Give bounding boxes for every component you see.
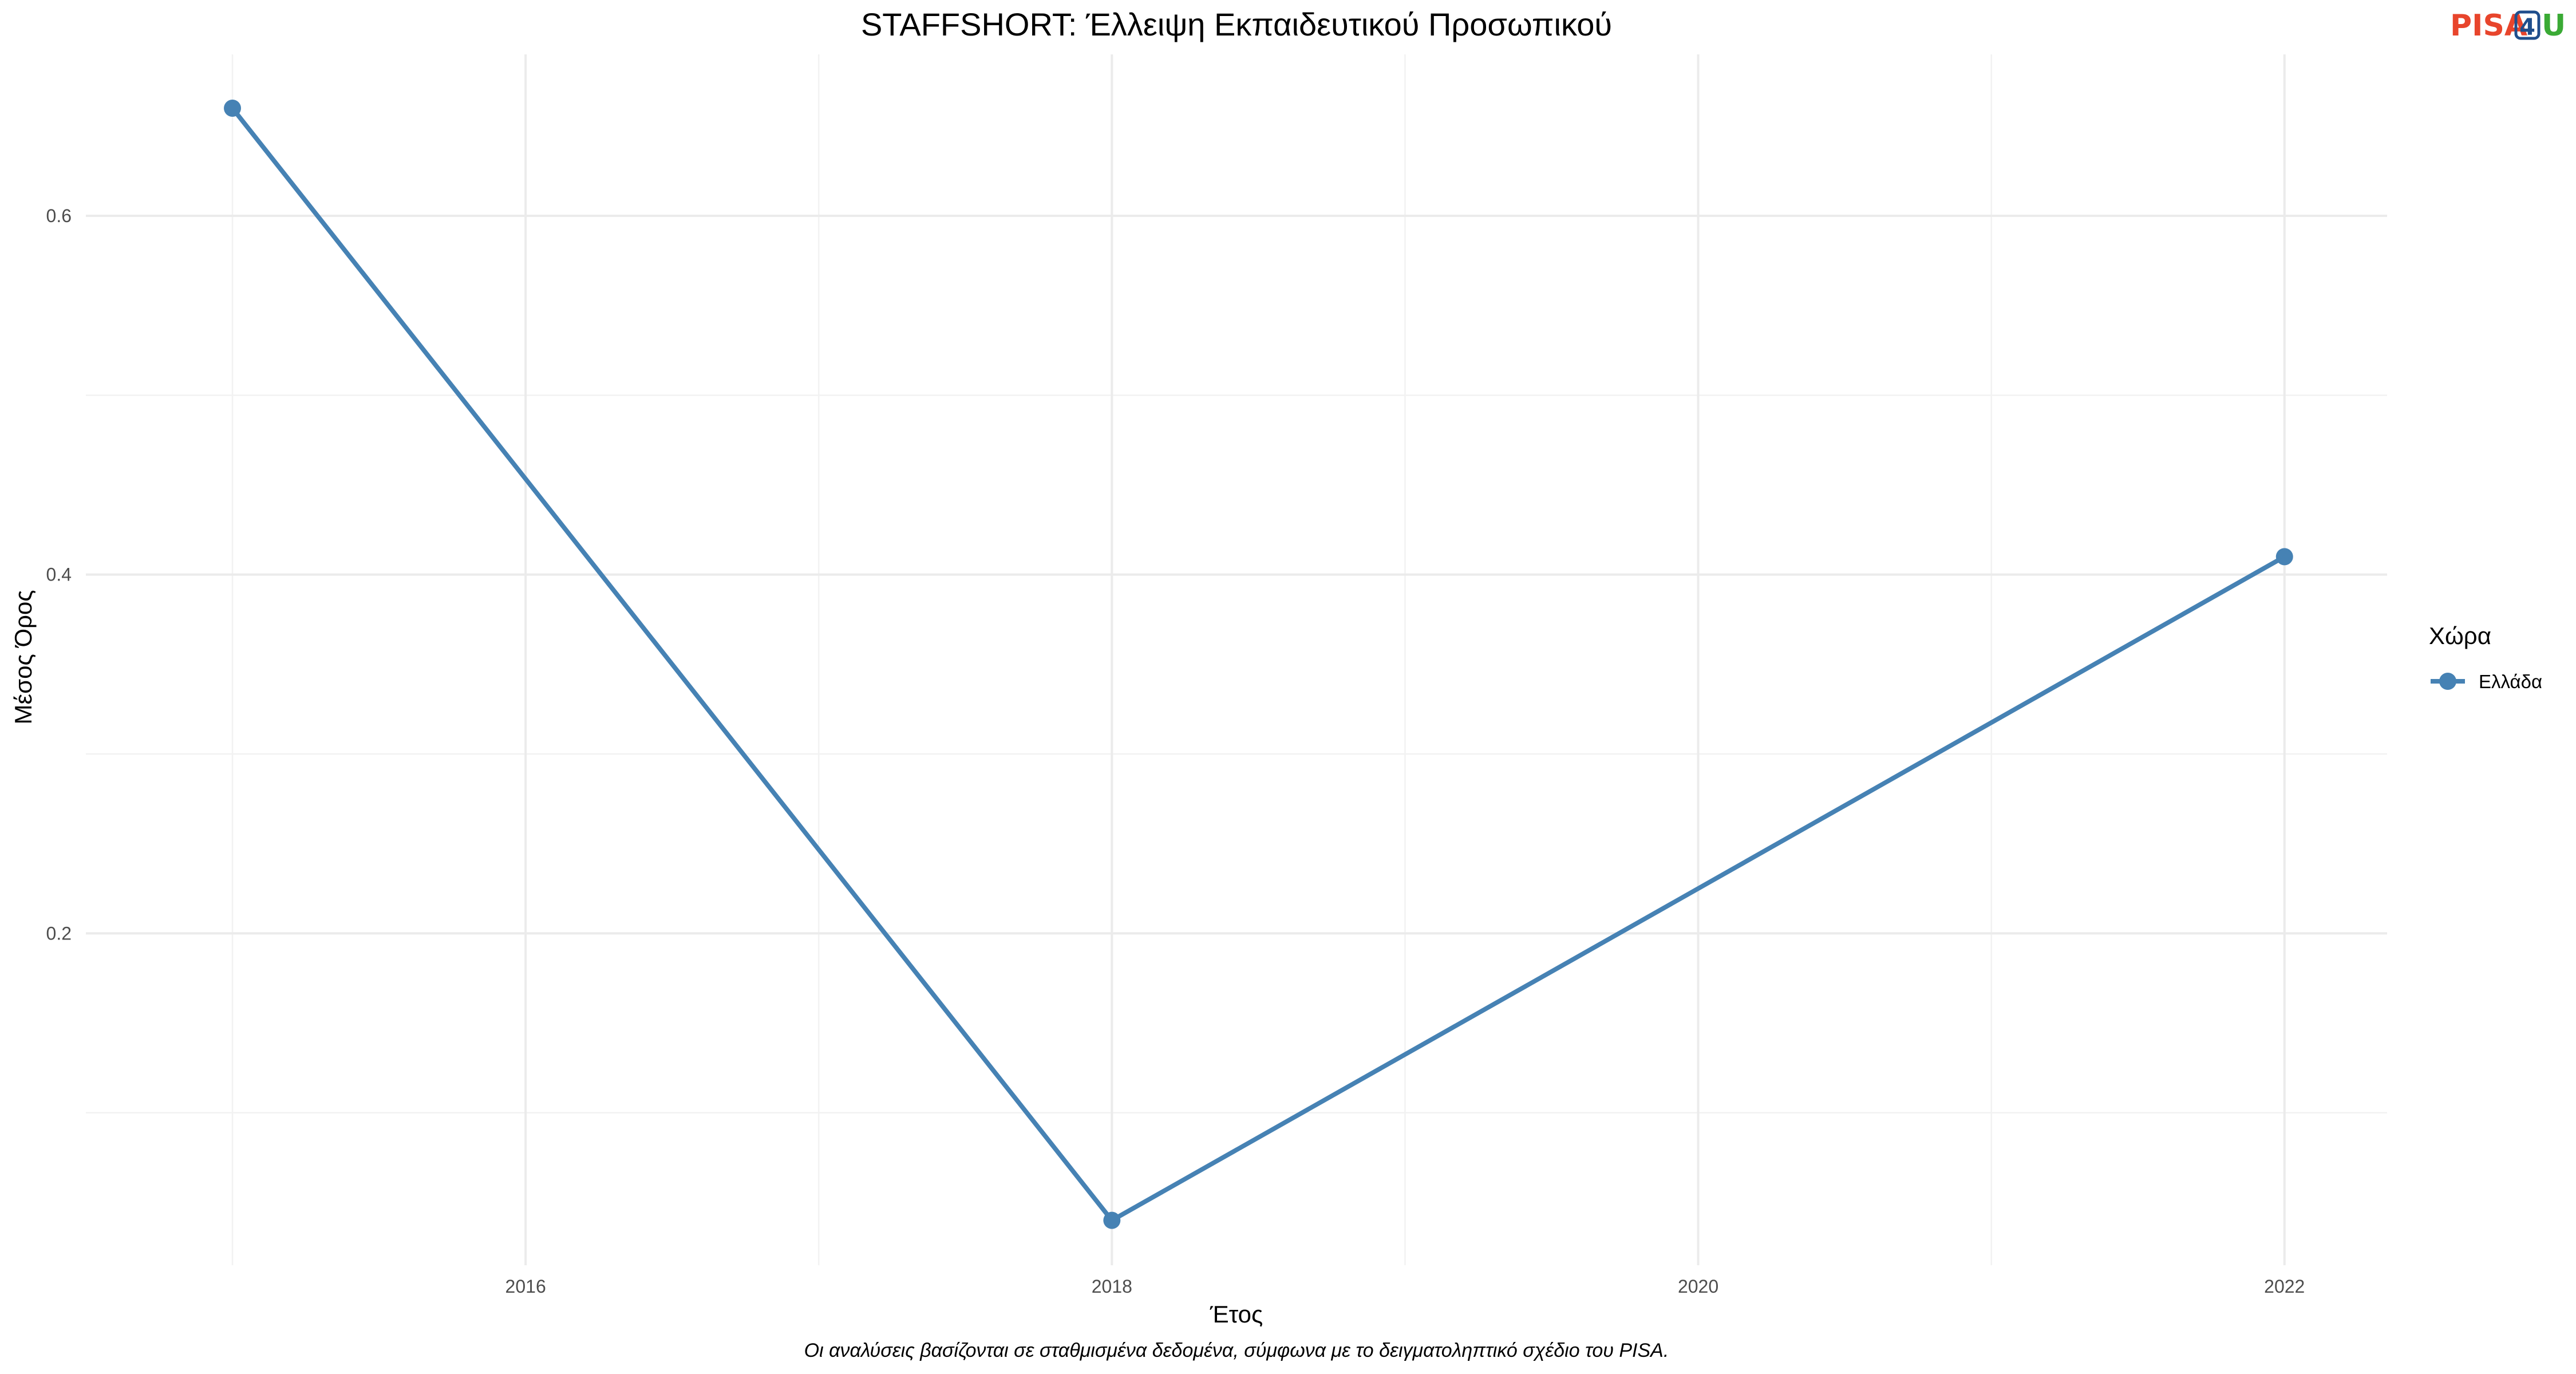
x-axis-title: Έτος	[1210, 1301, 1263, 1328]
grid-major	[86, 54, 2387, 1265]
caption: Οι αναλύσεις βασίζονται σε σταθμισμένα δ…	[804, 1340, 1669, 1361]
logo-box	[2514, 10, 2541, 40]
x-tick-label: 2020	[1678, 1276, 1718, 1297]
legend-label: Ελλάδα	[2479, 671, 2542, 692]
data-point	[224, 100, 242, 117]
y-axis-ticks: 0.2 0.4 0.6	[46, 206, 72, 943]
logo: PISA 4 U	[2450, 9, 2566, 43]
series-layer	[224, 100, 2293, 1229]
y-axis-title: Μέσος Όρος	[10, 590, 37, 725]
series-line	[230, 106, 2287, 1223]
data-point	[2275, 548, 2293, 566]
x-tick-label: 2018	[1092, 1276, 1132, 1297]
y-tick-label: 0.2	[46, 923, 72, 943]
data-point	[1103, 1211, 1121, 1229]
legend-items: Ελλάδα	[2431, 671, 2542, 692]
x-tick-label: 2022	[2264, 1276, 2305, 1297]
y-tick-label: 0.6	[46, 206, 72, 226]
legend: Χώρα Ελλάδα	[2429, 622, 2542, 692]
legend-key-point	[2439, 673, 2456, 690]
y-tick-label: 0.4	[46, 564, 72, 585]
chart-title: STAFFSHORT: Έλλειψη Εκπαιδευτικού Προσωπ…	[861, 6, 1612, 42]
x-tick-label: 2016	[505, 1276, 546, 1297]
logo-text-u: U	[2542, 9, 2566, 43]
x-axis-ticks: 2016 2018 2020 2022	[505, 1276, 2305, 1297]
legend-title: Χώρα	[2429, 622, 2491, 649]
logo-text-4: 4	[2519, 14, 2535, 41]
grid-minor	[86, 54, 2387, 1265]
